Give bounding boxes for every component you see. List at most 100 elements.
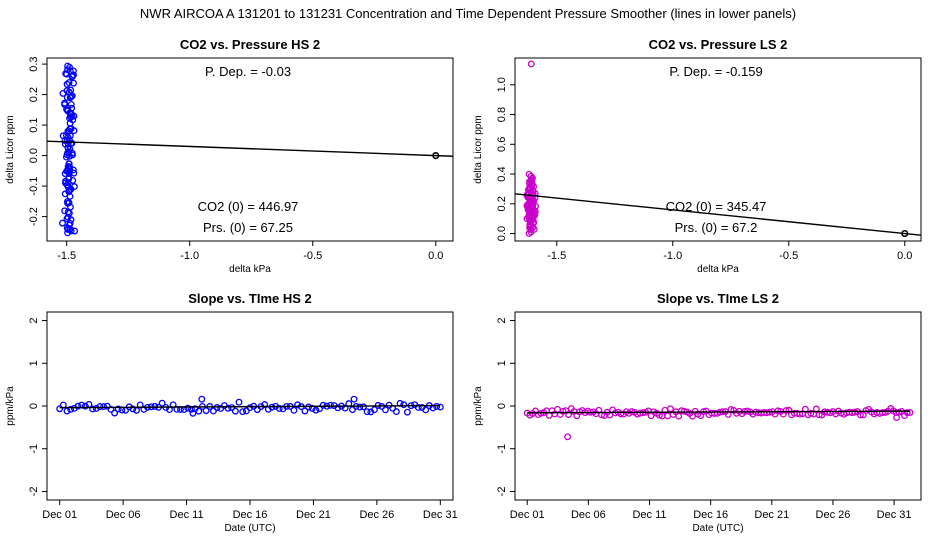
data-point — [392, 408, 400, 416]
y-axis-label: delta Licor ppm — [5, 115, 16, 183]
data-point — [64, 199, 72, 207]
data-point — [231, 407, 239, 415]
data-point — [61, 207, 69, 215]
y-tick-label: 2 — [496, 317, 508, 323]
x-tick-label: Dec 16 — [693, 509, 728, 521]
data-point — [528, 179, 536, 187]
data-point — [529, 190, 537, 198]
pressure-intercept-label: Prs. (0) = 67.25 — [203, 220, 293, 235]
data-point — [349, 406, 356, 414]
data-point — [107, 405, 115, 413]
y-tick-label: 1.0 — [496, 77, 508, 92]
y-tick-label: 0.1 — [28, 117, 40, 132]
pressure-dependence-label: P. Dep. = -0.03 — [205, 64, 291, 79]
data-point — [239, 408, 247, 416]
x-tick-label: Dec 06 — [571, 509, 606, 521]
data-point — [525, 212, 533, 220]
data-point — [350, 395, 358, 403]
data-point — [64, 229, 72, 237]
x-tick-label: Dec 01 — [42, 509, 77, 521]
chart-panel-hs-pressure: CO2 vs. Pressure HS 2 -1.5 -1.0 -0.5 0.0 -0.2… — [5, 37, 454, 275]
data-point — [70, 71, 77, 79]
data-point — [675, 412, 683, 420]
chart-panel-hs-time: Slope vs. TIme HS 2 Dec 01 Dec 06 Dec 11 Dec… — [5, 291, 458, 534]
data-point — [66, 125, 74, 133]
data-point — [530, 225, 538, 233]
data-point — [56, 405, 64, 413]
data-point — [341, 404, 349, 412]
data-point — [414, 403, 422, 411]
data-point — [61, 99, 69, 107]
figure-title: NWR AIRCOA A 131201 to 131231 Concentrat… — [139, 6, 797, 21]
data-point — [70, 169, 78, 177]
data-point — [308, 404, 316, 412]
data-point — [403, 408, 411, 416]
x-axis-label: Date (UTC) — [692, 523, 743, 534]
data-point — [774, 407, 782, 415]
data-point — [62, 177, 70, 185]
x-tick-label: -1.0 — [663, 250, 682, 262]
data-point — [65, 163, 73, 171]
fit-line — [46, 140, 454, 157]
plot-frame — [514, 57, 922, 242]
data-point — [59, 89, 67, 97]
data-point — [89, 405, 97, 413]
data-point — [334, 404, 342, 412]
data-point — [69, 67, 77, 75]
data-point — [67, 113, 75, 121]
fit-line — [59, 404, 441, 409]
chart-panel-ls-time: Slope vs. TIme LS 2 Dec 01 Dec 06 Dec 11 Dec… — [473, 291, 922, 534]
x-tick-label: Dec 31 — [423, 509, 458, 521]
data-point — [59, 132, 67, 140]
data-point — [198, 395, 206, 403]
data-point — [235, 398, 243, 406]
data-point — [67, 110, 75, 118]
data-point — [906, 409, 914, 416]
co2-intercept-label: CO2 (0) = 345.47 — [666, 199, 767, 214]
data-point — [65, 160, 73, 168]
data-point — [81, 402, 89, 410]
x-tick-label: -1.5 — [57, 250, 76, 262]
data-point — [327, 401, 334, 409]
x-tick-label: Dec 26 — [816, 509, 851, 521]
y-tick-label: 2 — [28, 317, 40, 323]
y-tick-label: 0.6 — [496, 137, 508, 152]
data-point — [782, 407, 790, 415]
data-point — [381, 406, 389, 414]
pressure-intercept-label: Prs. (0) = 67.2 — [675, 220, 758, 235]
data-point — [851, 408, 859, 416]
data-point — [209, 407, 217, 415]
data-point — [67, 405, 75, 413]
data-point — [59, 219, 66, 227]
chart-title: Slope vs. TIme LS 2 — [657, 291, 779, 306]
data-point — [526, 205, 534, 213]
pressure-dependence-label: P. Dep. = -0.159 — [669, 64, 762, 79]
data-point — [63, 181, 71, 189]
x-tick-label: 0.0 — [897, 250, 912, 262]
x-tick-label: 0.0 — [428, 250, 443, 262]
y-tick-label: -1 — [28, 444, 40, 454]
chart-title: CO2 vs. Pressure LS 2 — [649, 37, 788, 52]
x-axis-label: delta kPa — [229, 264, 271, 275]
data-point — [63, 80, 71, 88]
data-point — [312, 406, 320, 414]
data-point — [242, 407, 250, 415]
data-point — [559, 407, 567, 415]
co2-intercept-label: CO2 (0) = 446.97 — [198, 199, 299, 214]
x-tick-label: Dec 01 — [510, 509, 545, 521]
data-point — [66, 132, 74, 140]
data-point — [67, 227, 75, 235]
x-tick-label: Dec 21 — [754, 509, 789, 521]
data-point — [275, 404, 283, 412]
chart-panel-ls-pressure: CO2 vs. Pressure LS 2 -1.5 -1.0 -0.5 0.0 0.0 0… — [473, 37, 922, 275]
data-point — [664, 412, 672, 420]
data-point — [436, 403, 444, 411]
data-point — [526, 213, 534, 221]
data-point — [319, 401, 327, 409]
y-tick-label: 0.4 — [496, 166, 508, 181]
data-point — [253, 406, 261, 414]
data-point — [92, 405, 100, 412]
data-point — [62, 70, 70, 78]
x-tick-label: Dec 16 — [233, 509, 268, 521]
